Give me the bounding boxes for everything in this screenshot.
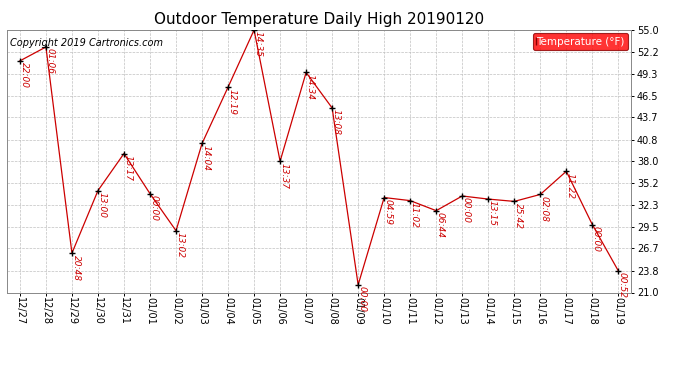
Text: 00:00: 00:00 <box>150 195 159 221</box>
Text: 25:42: 25:42 <box>514 203 523 229</box>
Legend: Temperature (°F): Temperature (°F) <box>533 33 628 50</box>
Text: 04:59: 04:59 <box>384 199 393 225</box>
Text: 00:00: 00:00 <box>358 286 367 312</box>
Text: 13:17: 13:17 <box>124 155 132 181</box>
Text: 13:00: 13:00 <box>97 192 107 218</box>
Text: 22:00: 22:00 <box>19 62 28 88</box>
Text: 14:35: 14:35 <box>254 32 263 57</box>
Text: Copyright 2019 Cartronics.com: Copyright 2019 Cartronics.com <box>10 38 163 48</box>
Text: 13:15: 13:15 <box>488 201 497 226</box>
Text: 20:48: 20:48 <box>72 255 81 280</box>
Text: 02:08: 02:08 <box>540 196 549 222</box>
Text: 11:02: 11:02 <box>410 202 419 228</box>
Text: 11:22: 11:22 <box>566 172 575 199</box>
Text: 13:08: 13:08 <box>332 110 341 135</box>
Text: 13:02: 13:02 <box>176 232 185 258</box>
Text: 14:04: 14:04 <box>201 145 210 171</box>
Text: 13:37: 13:37 <box>279 163 288 189</box>
Text: 00:00: 00:00 <box>462 197 471 223</box>
Title: Outdoor Temperature Daily High 20190120: Outdoor Temperature Daily High 20190120 <box>154 12 484 27</box>
Text: 00:00: 00:00 <box>592 226 601 252</box>
Text: 01:06: 01:06 <box>46 48 55 74</box>
Text: 14:34: 14:34 <box>306 74 315 100</box>
Text: 00:52: 00:52 <box>618 272 627 298</box>
Text: 06:44: 06:44 <box>436 212 445 238</box>
Text: 12:19: 12:19 <box>228 88 237 114</box>
